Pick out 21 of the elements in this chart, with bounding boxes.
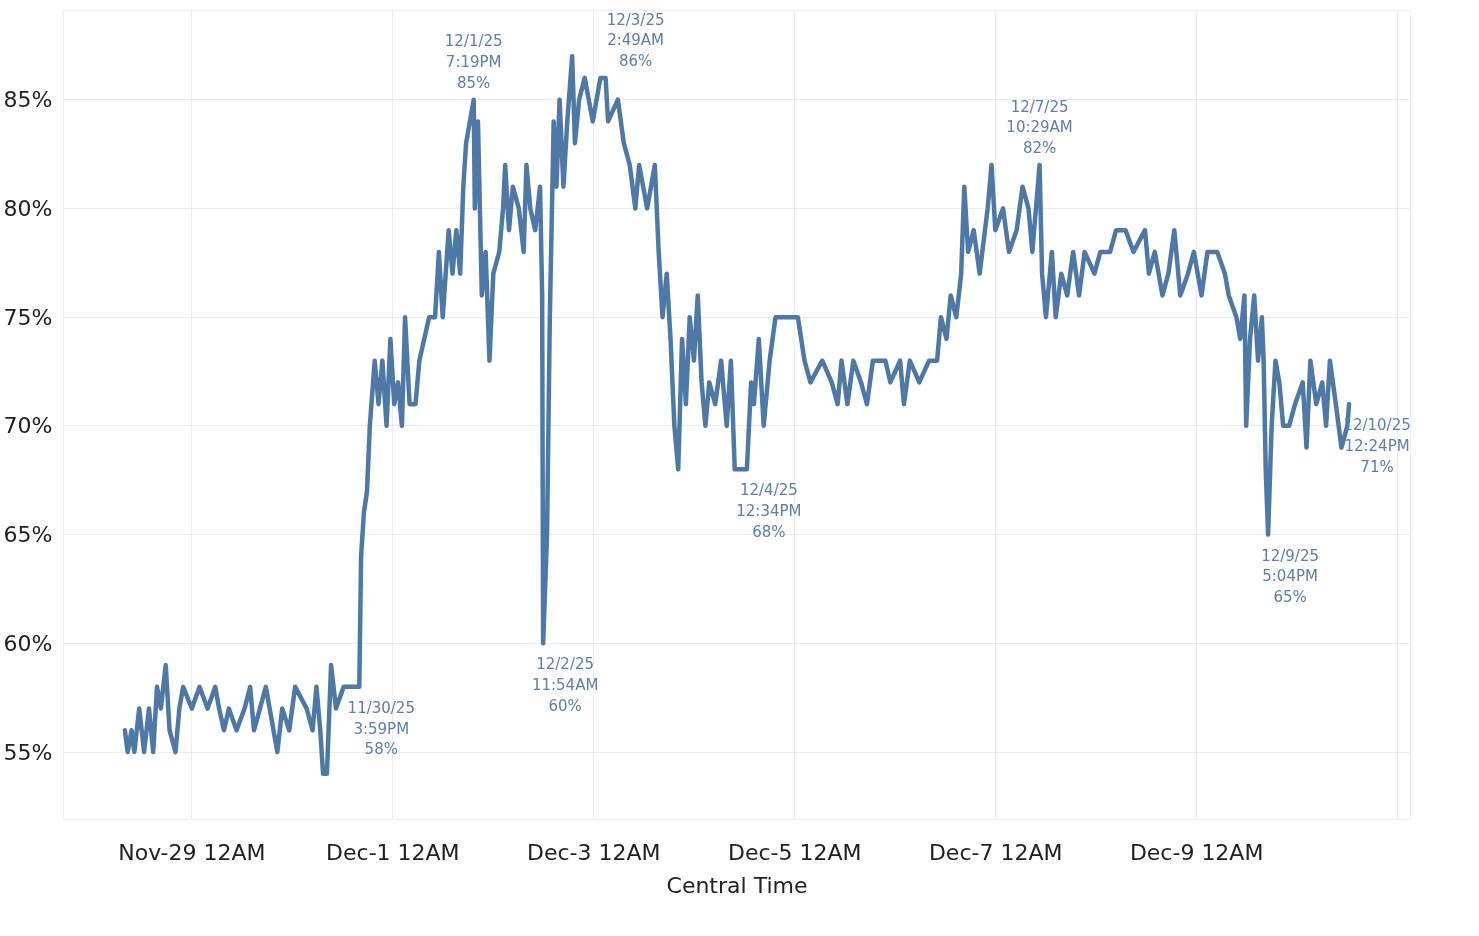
x-tick-label: Nov-29 12AM — [118, 839, 266, 865]
x-tick-label: Dec-9 12AM — [1129, 839, 1264, 865]
x-axis-title: Central Time — [666, 872, 808, 898]
x-tick-label: Dec-3 12AM — [527, 839, 661, 865]
x-tick-label: Dec-7 12AM — [928, 839, 1063, 865]
y-tick-label: 55% — [3, 739, 53, 765]
annotation: 12/9/25 5:04PM 65% — [1261, 546, 1320, 607]
y-tick-label: 65% — [3, 522, 53, 548]
annotation: 12/1/25 7:19PM 85% — [444, 32, 503, 92]
y-tick-label: 60% — [3, 630, 53, 656]
y-tick-label: 75% — [3, 304, 53, 330]
y-tick-label: 70% — [3, 413, 53, 439]
x-tick-label: Dec-5 12AM — [727, 839, 862, 865]
annotation: 12/4/25 12:34PM 68% — [736, 481, 802, 541]
annotation: 12/7/25 10:29AM 82% — [1006, 97, 1073, 157]
annotation: 12/2/25 11:54AM 60% — [531, 655, 599, 715]
y-tick-label: 80% — [3, 195, 53, 221]
y-tick-label: 85% — [3, 87, 53, 113]
annotation: 11/30/25 3:59PM 58% — [347, 698, 415, 759]
annotation: 12/3/25 2:49AM 86% — [606, 10, 665, 70]
x-tick-label: Dec-1 12AM — [326, 839, 460, 865]
